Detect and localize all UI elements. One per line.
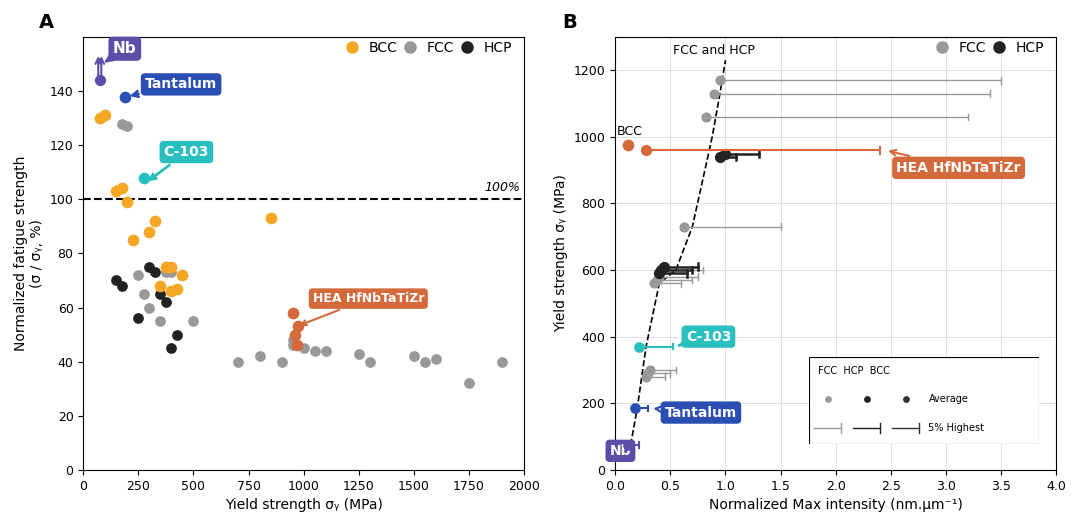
Point <box>117 92 134 100</box>
Point <box>675 222 692 231</box>
Point <box>620 141 637 149</box>
Text: Nb: Nb <box>106 41 137 61</box>
Point <box>428 355 445 363</box>
Point <box>650 272 667 281</box>
Point <box>108 276 125 285</box>
Point <box>135 174 152 182</box>
Point <box>91 76 108 85</box>
Point <box>119 122 136 130</box>
Point <box>656 262 673 271</box>
Point <box>152 290 170 298</box>
Point <box>163 344 180 352</box>
Point <box>163 268 180 277</box>
Legend: FCC, HCP: FCC, HCP <box>931 35 1050 60</box>
X-axis label: Yield strength σᵧ (MPa): Yield strength σᵧ (MPa) <box>225 498 382 512</box>
Point <box>140 304 158 312</box>
Text: Tantalum: Tantalum <box>133 77 217 97</box>
Point <box>705 89 723 98</box>
Point <box>152 281 170 290</box>
Point <box>494 357 511 366</box>
Legend: BCC, FCC, HCP: BCC, FCC, HCP <box>340 35 517 60</box>
Point <box>645 279 662 288</box>
Text: C-103: C-103 <box>678 330 731 346</box>
Point <box>113 184 131 193</box>
Point <box>113 119 131 128</box>
Point <box>626 404 644 412</box>
Point <box>152 317 170 325</box>
Point <box>113 281 131 290</box>
Point <box>168 330 186 339</box>
Y-axis label: Yield strength σᵧ (MPa): Yield strength σᵧ (MPa) <box>554 175 568 332</box>
Point <box>229 357 246 366</box>
Point <box>295 344 312 352</box>
Point <box>140 262 158 271</box>
Text: FCC and HCP: FCC and HCP <box>673 44 755 57</box>
Point <box>284 341 301 350</box>
Point <box>652 266 670 274</box>
Point <box>135 290 152 298</box>
Point <box>158 262 175 271</box>
Point <box>361 357 378 366</box>
Point <box>251 352 268 360</box>
Point <box>284 309 301 317</box>
Text: A: A <box>39 13 54 32</box>
Point <box>631 342 648 351</box>
Point <box>146 217 163 225</box>
Point <box>648 276 665 284</box>
Point <box>286 330 303 339</box>
Point <box>130 314 147 322</box>
Point <box>124 236 141 244</box>
Point <box>91 114 108 123</box>
Point <box>108 187 125 195</box>
Point <box>96 111 113 119</box>
Point <box>639 369 657 378</box>
Text: Tantalum: Tantalum <box>656 406 737 420</box>
Point <box>405 352 422 360</box>
Point <box>652 266 670 274</box>
Point <box>158 268 175 277</box>
Point <box>620 441 637 449</box>
Text: HEA HfNbTaTiZr: HEA HfNbTaTiZr <box>301 292 424 325</box>
Point <box>637 146 654 155</box>
Point <box>650 269 667 278</box>
Y-axis label: Normalized fatigue strength
(σ / σᵧ, %): Normalized fatigue strength (σ / σᵧ, %) <box>14 156 44 351</box>
Point <box>460 379 477 388</box>
Point <box>642 366 659 374</box>
Point <box>288 341 306 350</box>
Point <box>163 262 180 271</box>
Point <box>697 113 714 121</box>
Point <box>717 149 734 158</box>
Point <box>712 153 729 161</box>
Point <box>417 357 434 366</box>
Point <box>158 298 175 306</box>
X-axis label: Normalized Max intensity (nm.μm⁻¹): Normalized Max intensity (nm.μm⁻¹) <box>708 498 962 512</box>
Text: B: B <box>563 13 577 32</box>
Point <box>637 372 654 381</box>
Point <box>140 228 158 236</box>
Point <box>284 336 301 344</box>
Text: Nb: Nb <box>610 444 631 458</box>
Point <box>174 271 191 279</box>
Point <box>350 349 367 358</box>
Point <box>146 268 163 277</box>
Point <box>119 198 136 206</box>
Point <box>130 271 147 279</box>
Text: BCC: BCC <box>617 125 643 138</box>
Point <box>185 317 202 325</box>
Point <box>168 285 186 293</box>
Point <box>273 357 291 366</box>
Point <box>262 214 280 222</box>
Point <box>306 347 323 355</box>
Point <box>289 322 307 331</box>
Point <box>712 76 729 85</box>
Text: 100%: 100% <box>484 181 519 194</box>
Point <box>318 347 335 355</box>
Text: C-103: C-103 <box>150 145 210 179</box>
Point <box>163 287 180 296</box>
Text: HEA HfNbTaTiZr: HEA HfNbTaTiZr <box>890 150 1021 175</box>
